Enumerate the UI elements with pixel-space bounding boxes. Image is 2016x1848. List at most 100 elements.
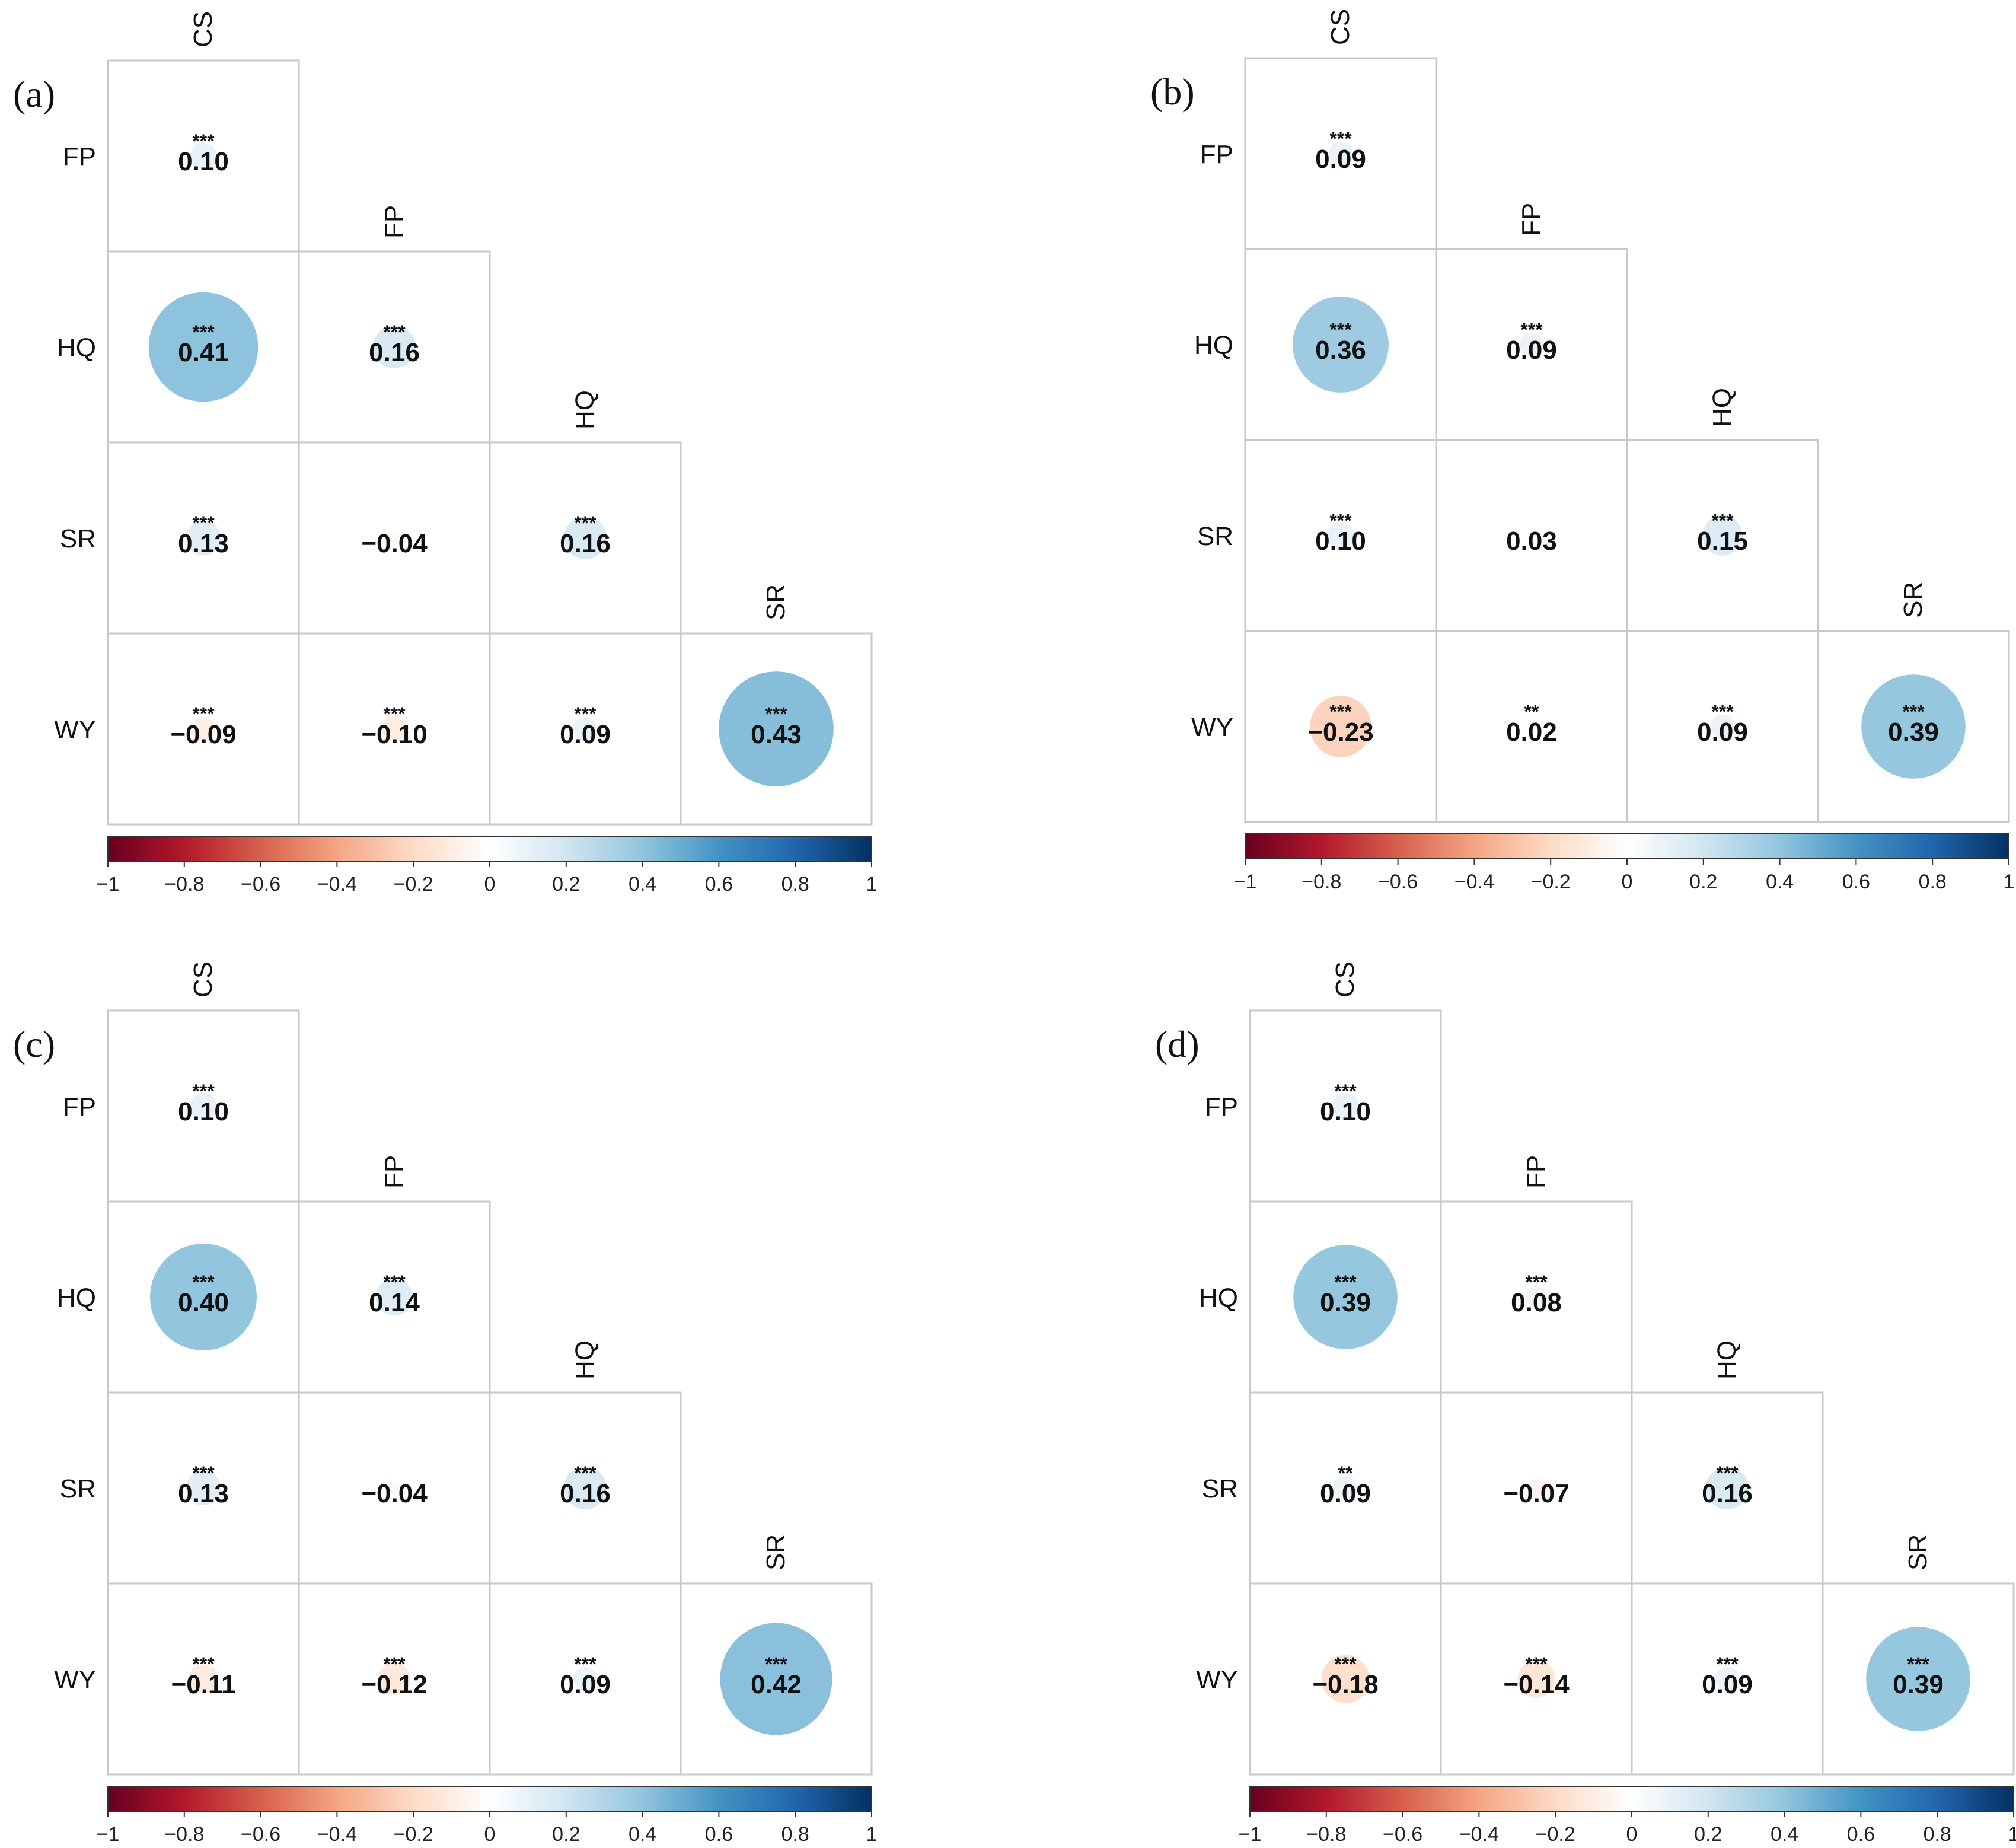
colorbar [108, 836, 872, 861]
correlation-circle [1715, 1667, 1740, 1691]
row-label-hq: HQ [57, 1283, 96, 1312]
colorbar [1250, 1786, 2014, 1811]
colorbar-tick-label: 0.2 [552, 1823, 580, 1846]
correlation-value: 0.09 [1320, 1479, 1371, 1508]
colorbar-tick-label: −0.4 [317, 873, 357, 896]
significance-label: *** [574, 1653, 596, 1675]
correlation-value: 0.36 [1315, 336, 1366, 365]
correlation-value: 0.16 [369, 338, 420, 367]
colorbar-tick-label: −0.8 [1302, 871, 1341, 893]
correlation-circle [1861, 674, 1966, 779]
correlation-circle [1328, 141, 1353, 166]
significance-label: *** [192, 1653, 215, 1675]
correlation-circle [381, 715, 408, 743]
colorbar-tick-label: 0.2 [552, 873, 580, 896]
correlation-value: 0.09 [560, 720, 611, 749]
significance-label: *** [574, 512, 596, 534]
correlation-circle [1527, 531, 1536, 540]
significance-label: *** [765, 703, 787, 725]
significance-label: ** [1338, 1463, 1353, 1484]
correlation-value: 0.02 [1506, 718, 1557, 747]
correlation-value: −0.23 [1307, 718, 1373, 747]
correlation-circle [1702, 515, 1743, 556]
colorbar-tick-label: −0.6 [241, 1823, 280, 1846]
row-label-fp: FP [63, 142, 96, 171]
correlation-circle [1321, 1655, 1370, 1703]
panel-d: (d)CSFPHQSRFPHQSRWY***0.10***0.39***0.08… [1155, 961, 2016, 1846]
colorbar-tick-label: 0.4 [1766, 871, 1794, 893]
column-label-cs: CS [189, 11, 218, 47]
colorbar-tick-label: 0.4 [629, 1823, 656, 1846]
column-label-hq: HQ [1712, 1340, 1741, 1379]
colorbar-tick-label: 0.8 [781, 873, 809, 896]
colorbar-tick-label: 0 [484, 873, 496, 896]
correlation-value: 0.09 [1506, 336, 1557, 365]
significance-label: *** [1711, 701, 1734, 722]
colorbar-tick-label: −0.8 [1306, 1823, 1346, 1846]
significance-label: *** [383, 1272, 406, 1293]
correlation-circle [1519, 332, 1544, 357]
correlation-value: −0.09 [170, 720, 236, 749]
colorbar-tick-label: −1 [97, 1823, 120, 1846]
panel-a: (a)CSFPHQSRFPHQSRWY***0.10***0.41***0.16… [13, 11, 877, 896]
significance-label: *** [1907, 1653, 1929, 1675]
correlation-value: 0.39 [1888, 718, 1939, 747]
colorbar-tick-label: −1 [1239, 1823, 1262, 1846]
colorbar-tick-label: 1 [866, 873, 878, 896]
correlation-circle [389, 1483, 400, 1493]
colorbar-tick-label: −1 [1234, 871, 1257, 893]
correlation-value: 0.09 [1697, 718, 1748, 747]
colorbar-tick-label: −0.2 [394, 873, 433, 896]
column-label-sr: SR [761, 1534, 790, 1570]
panel-b: (b)CSFPHQSRFPHQSRWY***0.09***0.36***0.09… [1150, 9, 2014, 893]
significance-label: *** [765, 1653, 787, 1675]
colorbar-tick-label: −0.4 [1454, 871, 1494, 893]
correlation-circle [720, 1623, 832, 1735]
significance-label: ** [1524, 701, 1539, 722]
row-label-sr: SR [60, 524, 96, 553]
significance-label: *** [574, 703, 596, 725]
column-label-fp: FP [379, 205, 409, 238]
colorbar-tick-label: 0 [1626, 1823, 1638, 1846]
correlation-value: 0.16 [560, 529, 611, 558]
panel-label: (d) [1155, 1023, 1200, 1065]
column-label-hq: HQ [1708, 388, 1737, 427]
correlation-value: 0.15 [1697, 527, 1748, 556]
row-label-sr: SR [1197, 522, 1233, 551]
column-label-cs: CS [1331, 961, 1360, 998]
row-label-fp: FP [1205, 1092, 1238, 1121]
significance-label: *** [1520, 319, 1543, 340]
colorbar [1245, 834, 2009, 859]
correlation-value: 0.16 [1702, 1479, 1753, 1508]
colorbar-tick-label: 0.4 [629, 873, 656, 896]
correlation-value: −0.04 [361, 1479, 428, 1508]
correlation-value: 0.08 [1511, 1288, 1562, 1317]
significance-label: *** [1716, 1463, 1739, 1484]
correlation-value: 0.16 [560, 1479, 611, 1508]
colorbar-tick-label: 0.6 [1842, 871, 1870, 893]
correlation-circle [189, 1664, 218, 1694]
colorbar-tick-label: 1 [2008, 1823, 2016, 1846]
significance-label: *** [1525, 1653, 1548, 1675]
correlation-circle [1327, 522, 1354, 549]
correlation-circle [564, 1467, 607, 1509]
significance-label: *** [1329, 319, 1352, 340]
correlation-value: 0.09 [560, 1670, 611, 1699]
significance-label: *** [1334, 1081, 1357, 1102]
correlation-circle [564, 517, 607, 559]
correlation-value: 0.42 [751, 1670, 802, 1699]
significance-label: *** [192, 321, 215, 343]
column-label-fp: FP [379, 1155, 409, 1189]
row-label-sr: SR [1202, 1474, 1238, 1503]
colorbar-tick-label: 0 [1622, 871, 1633, 893]
significance-label: *** [574, 1463, 596, 1484]
correlation-value: 0.10 [178, 1097, 229, 1126]
colorbar-tick-label: −0.2 [1536, 1823, 1575, 1846]
correlation-circle [1710, 714, 1735, 739]
correlation-circle [573, 716, 598, 741]
colorbar-tick-label: −0.6 [1378, 871, 1418, 893]
panels-layer: (a)CSFPHQSRFPHQSRWY***0.10***0.41***0.16… [13, 9, 2016, 1846]
row-label-wy: WY [54, 1665, 96, 1694]
colorbar-tick-label: 0.6 [705, 1823, 733, 1846]
correlation-value: 0.09 [1315, 145, 1366, 174]
